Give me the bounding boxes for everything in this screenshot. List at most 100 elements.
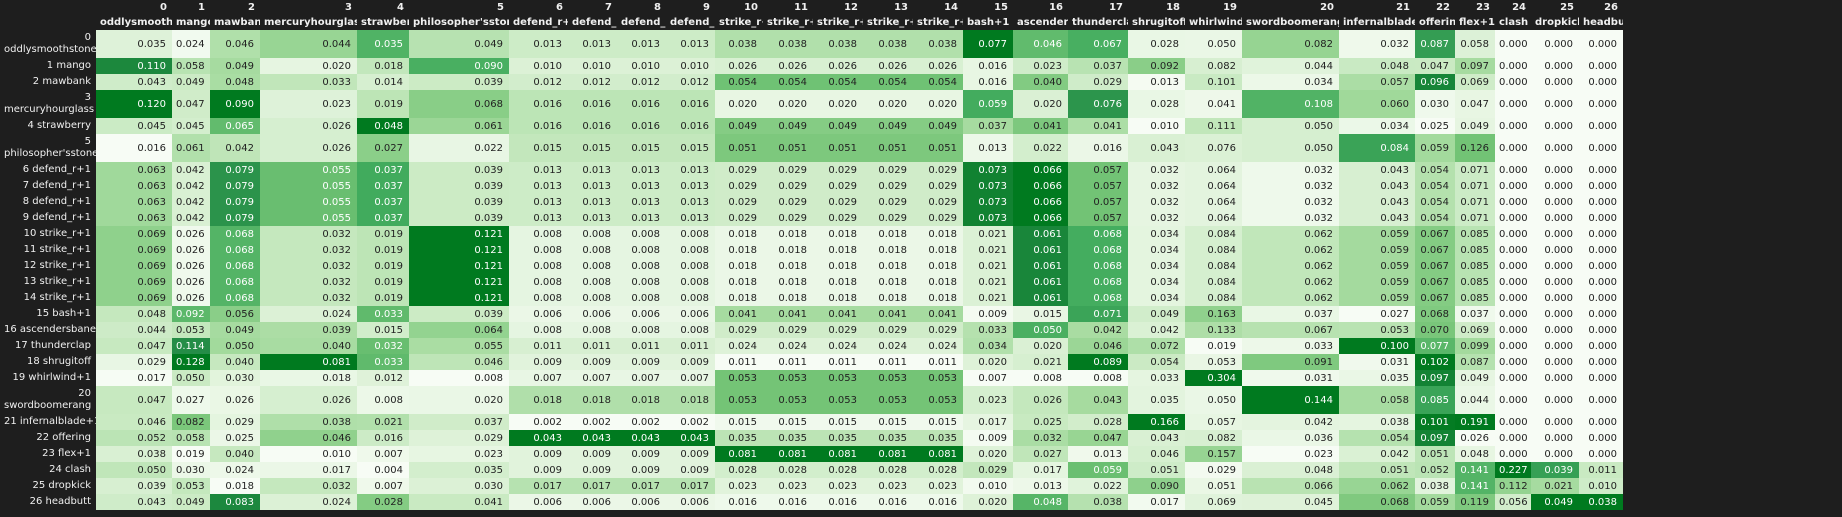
value-cell: 0.032 [260,242,357,258]
row-label-text: 13 strike_r+1 [23,276,91,287]
value-cell: 0.059 [963,90,1013,118]
value-cell: 0.063 [96,194,172,210]
value-cell: 0.026 [763,58,813,74]
value-cell: 0.016 [963,58,1013,74]
value-cell: 0.000 [1495,370,1531,386]
column-index-header: 15 [963,0,1013,15]
value-cell: 0.304 [1185,370,1242,386]
value-cell: 0.016 [1068,134,1128,162]
value-cell: 0.029 [763,178,813,194]
value-cell: 0.013 [666,162,715,178]
value-cell: 0.032 [1339,30,1415,58]
value-cell: 0.071 [1455,210,1495,226]
value-cell: 0.059 [1339,290,1415,306]
value-cell: 0.021 [1013,354,1068,370]
value-cell: 0.026 [260,118,357,134]
value-cell: 0.111 [1185,118,1242,134]
value-cell: 0.000 [1531,162,1579,178]
value-cell: 0.029 [763,194,813,210]
value-cell: 0.053 [1185,354,1242,370]
value-cell: 0.032 [357,338,409,354]
row-label-text: philosopher'sstone [4,148,96,159]
value-cell: 0.007 [666,370,715,386]
value-cell: 0.050 [1242,118,1339,134]
value-cell: 0.055 [260,162,357,178]
value-cell: 0.009 [568,446,617,462]
value-cell: 0.018 [509,386,568,414]
row-header: 9 defend_r+1 [0,210,96,226]
value-cell: 0.000 [1531,74,1579,90]
value-cell: 0.028 [1128,90,1185,118]
value-cell: 0.009 [617,354,666,370]
row-label-text: 9 defend_r+1 [22,212,91,223]
row-header: 6 defend_r+1 [0,162,96,178]
value-cell: 0.079 [210,162,260,178]
value-cell: 0.042 [1339,446,1415,462]
value-cell: 0.029 [715,322,763,338]
value-cell: 0.043 [666,430,715,446]
value-cell: 0.032 [260,274,357,290]
value-cell: 0.009 [666,446,715,462]
column-index-header: 6 [509,0,568,15]
value-cell: 0.028 [913,462,963,478]
value-cell: 0.016 [509,90,568,118]
value-cell: 0.028 [863,462,913,478]
value-cell: 0.034 [1339,118,1415,134]
value-cell: 0.044 [96,322,172,338]
value-cell: 0.010 [260,446,357,462]
value-cell: 0.057 [1068,194,1128,210]
value-cell: 0.081 [813,446,863,462]
value-cell: 0.029 [96,354,172,370]
value-cell: 0.018 [210,478,260,494]
value-cell: 0.032 [1242,210,1339,226]
value-cell: 0.061 [172,134,210,162]
row-header: 11 strike_r+1 [0,242,96,258]
value-cell: 0.061 [1013,242,1068,258]
value-cell: 0.009 [509,354,568,370]
value-cell: 0.024 [763,338,813,354]
value-cell: 0.031 [1242,370,1339,386]
value-cell: 0.099 [1455,338,1495,354]
row-label-text: swordboomerang [4,400,92,411]
value-cell: 0.029 [715,178,763,194]
value-cell: 0.039 [1531,462,1579,478]
value-cell: 0.000 [1495,118,1531,134]
value-cell: 0.018 [913,242,963,258]
value-cell: 0.008 [666,290,715,306]
value-cell: 0.018 [715,258,763,274]
table-row: 18 shrugitoff 0.029 0.128 0.040 0.081 0.033 0.… [0,354,1623,370]
value-cell: 0.041 [1068,118,1128,134]
value-cell: 0.101 [1185,74,1242,90]
table-row: 25 dropkick 0.039 0.053 0.018 0.032 0.007 0.03… [0,478,1623,494]
value-cell: 0.038 [260,414,357,430]
value-cell: 0.049 [172,494,210,510]
value-cell: 0.018 [715,290,763,306]
value-cell: 0.008 [617,290,666,306]
value-cell: 0.023 [715,478,763,494]
value-cell: 0.011 [568,338,617,354]
value-cell: 0.016 [813,494,863,510]
value-cell: 0.038 [863,30,913,58]
value-cell: 0.037 [357,194,409,210]
row-header: 18 shrugitoff [0,354,96,370]
row-label-text: 20 [78,388,91,399]
value-cell: 0.049 [863,118,913,134]
value-cell: 0.039 [409,162,509,178]
value-cell: 0.023 [863,478,913,494]
value-cell: 0.071 [1455,162,1495,178]
value-cell: 0.039 [409,74,509,90]
value-cell: 0.055 [260,194,357,210]
value-cell: 0.026 [210,386,260,414]
value-cell: 0.049 [1531,494,1579,510]
value-cell: 0.097 [1415,430,1455,446]
value-cell: 0.064 [1185,178,1242,194]
value-cell: 0.008 [509,274,568,290]
row-header: 14 strike_r+1 [0,290,96,306]
value-cell: 0.016 [913,494,963,510]
value-cell: 0.049 [210,322,260,338]
value-cell: 0.002 [568,414,617,430]
value-cell: 0.040 [1013,74,1068,90]
value-cell: 0.036 [1242,430,1339,446]
value-cell: 0.020 [813,90,863,118]
